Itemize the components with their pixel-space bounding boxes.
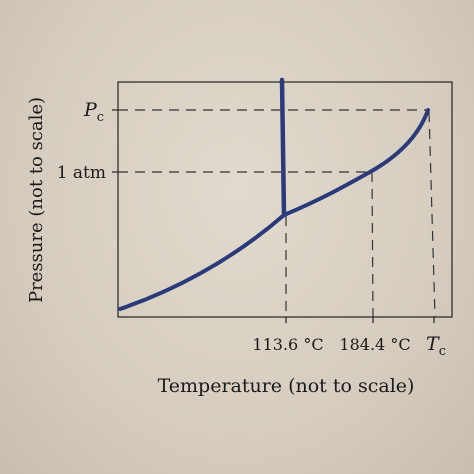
x-tick-label-tc: Tc <box>426 333 446 359</box>
x-tick-label-113: 113.6 °C <box>252 335 323 354</box>
x-tick-label-184: 184.4 °C <box>339 335 410 354</box>
dash-tc-vertical <box>428 111 436 318</box>
y-tick-label-1atm: 1 atm <box>57 163 106 183</box>
y-tick-label-pc: Pc <box>83 99 104 125</box>
solid-liquid-line <box>279 77 287 218</box>
plot-frame <box>117 81 453 318</box>
x-axis-label: Temperature (not to scale) <box>158 375 415 397</box>
sublimation-vaporization-curve <box>118 108 430 311</box>
y-axis-label: Pressure (not to scale) <box>26 97 47 303</box>
dash-184-vertical <box>371 171 374 318</box>
